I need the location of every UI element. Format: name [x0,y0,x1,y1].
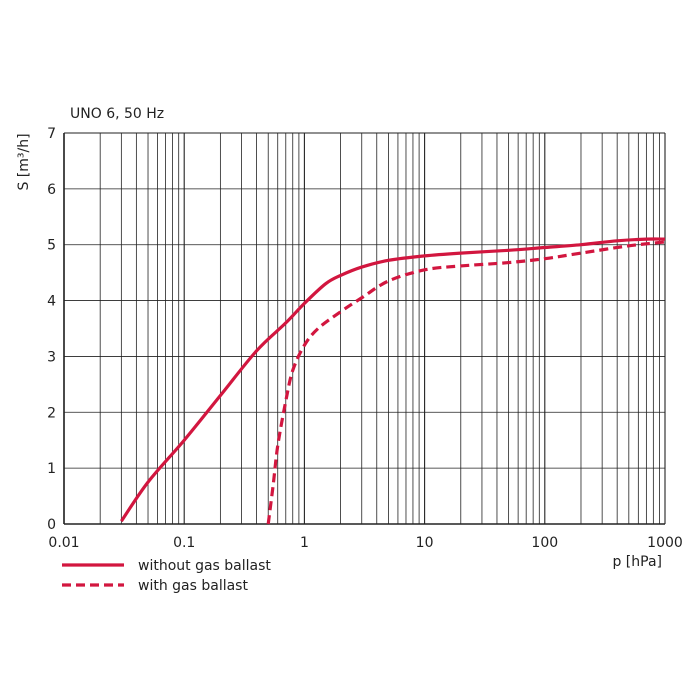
y-tick-label: 7 [47,126,56,142]
legend-label-with-gas-ballast: with gas ballast [138,578,248,594]
series-line-with-gas-ballast [266,240,666,525]
y-tick-label: 5 [47,238,56,254]
x-tick-label: 100 [531,535,558,551]
series-line-without-gas-ballast [120,237,666,523]
legend: without gas ballast with gas ballast [62,558,271,594]
tick-labels: 0 1 2 3 4 5 6 7 0.01 0.1 1 10 100 1000 [47,126,683,551]
legend-label-without-gas-ballast: without gas ballast [138,558,271,574]
x-tick-label: 1000 [647,535,683,551]
x-tick-label: 10 [416,535,434,551]
y-tick-label: 1 [47,461,56,477]
x-tick-label: 0.1 [173,535,195,551]
series-lines [120,237,666,525]
x-tick-label: 0.01 [48,535,79,551]
y-tick-label: 2 [47,405,56,421]
chart-title: UNO 6, 50 Hz [70,106,164,122]
y-tick-label: 0 [47,517,56,533]
x-tick-label: 1 [300,535,309,551]
grid-lines [63,132,666,525]
x-axis-label: p [hPa] [612,554,662,570]
y-tick-label: 4 [47,294,56,310]
y-axis-label: S [m³/h] [16,133,32,190]
y-tick-label: 6 [47,182,56,198]
y-tick-label: 3 [47,349,56,365]
